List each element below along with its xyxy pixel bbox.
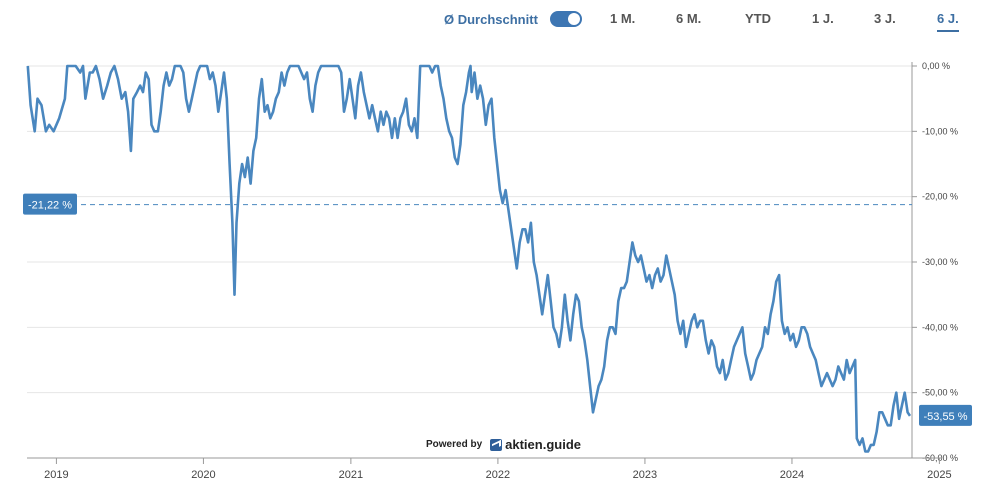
last-value-badge-label: -53,55 % [923, 411, 967, 423]
x-tick-label: 2019 [44, 469, 68, 481]
y-axis: 0,00 % -10,00 % -20,00 % -30,00 % -40,00 % -5… [911, 61, 958, 463]
x-axis: 2019 2020 2021 2022 2023 2024 2025 [27, 457, 952, 481]
y-tick-label: -40,00 % [922, 322, 958, 332]
x-tick-label: 2022 [486, 469, 510, 481]
y-tick-label: -50,00 % [922, 388, 958, 398]
x-tick-label: 2023 [633, 469, 657, 481]
chart-toolbar: Ø Durchschnitt 1 M. 6 M. YTD 1 J. 3 J. 6… [0, 0, 990, 40]
average-badge-label: -21,22 % [28, 200, 72, 212]
range-button-3y[interactable]: 3 J. [874, 11, 896, 26]
range-button-ytd[interactable]: YTD [745, 11, 771, 26]
y-tick-label: -30,00 % [922, 257, 958, 267]
x-tick-label: 2021 [339, 469, 363, 481]
y-tick-label: 0,00 % [922, 61, 950, 71]
x-tick-label: 2024 [780, 469, 804, 481]
range-button-1y[interactable]: 1 J. [812, 11, 834, 26]
average-switch[interactable] [549, 11, 582, 27]
range-button-1m[interactable]: 1 M. [610, 11, 636, 26]
switch-knob [567, 13, 580, 25]
x-tick-label: 2020 [191, 469, 215, 481]
chart-up-icon [490, 438, 503, 451]
last-value-badge-background [919, 404, 972, 426]
range-button-6m[interactable]: 6 M. [676, 11, 702, 26]
range-button-6y[interactable]: 6 J. [937, 11, 959, 32]
y-tick-label: -20,00 % [922, 192, 958, 202]
x-tick-label: 2025 [927, 469, 951, 481]
powered-by[interactable]: Powered by aktien.guide [426, 437, 581, 452]
series-line[interactable] [26, 64, 912, 453]
average-toggle-label: Ø Durchschnitt [444, 11, 538, 27]
powered-by-text: Powered by [426, 439, 483, 450]
average-badge-background [23, 193, 77, 215]
average-toggle[interactable]: Ø Durchschnitt [444, 9, 582, 29]
last-value-badge: -53,55 % [919, 404, 972, 426]
average-badge: -21,22 % [23, 193, 77, 215]
y-tick-label: -10,00 % [922, 126, 958, 136]
brand-logo-text: aktien.guide [505, 437, 581, 452]
